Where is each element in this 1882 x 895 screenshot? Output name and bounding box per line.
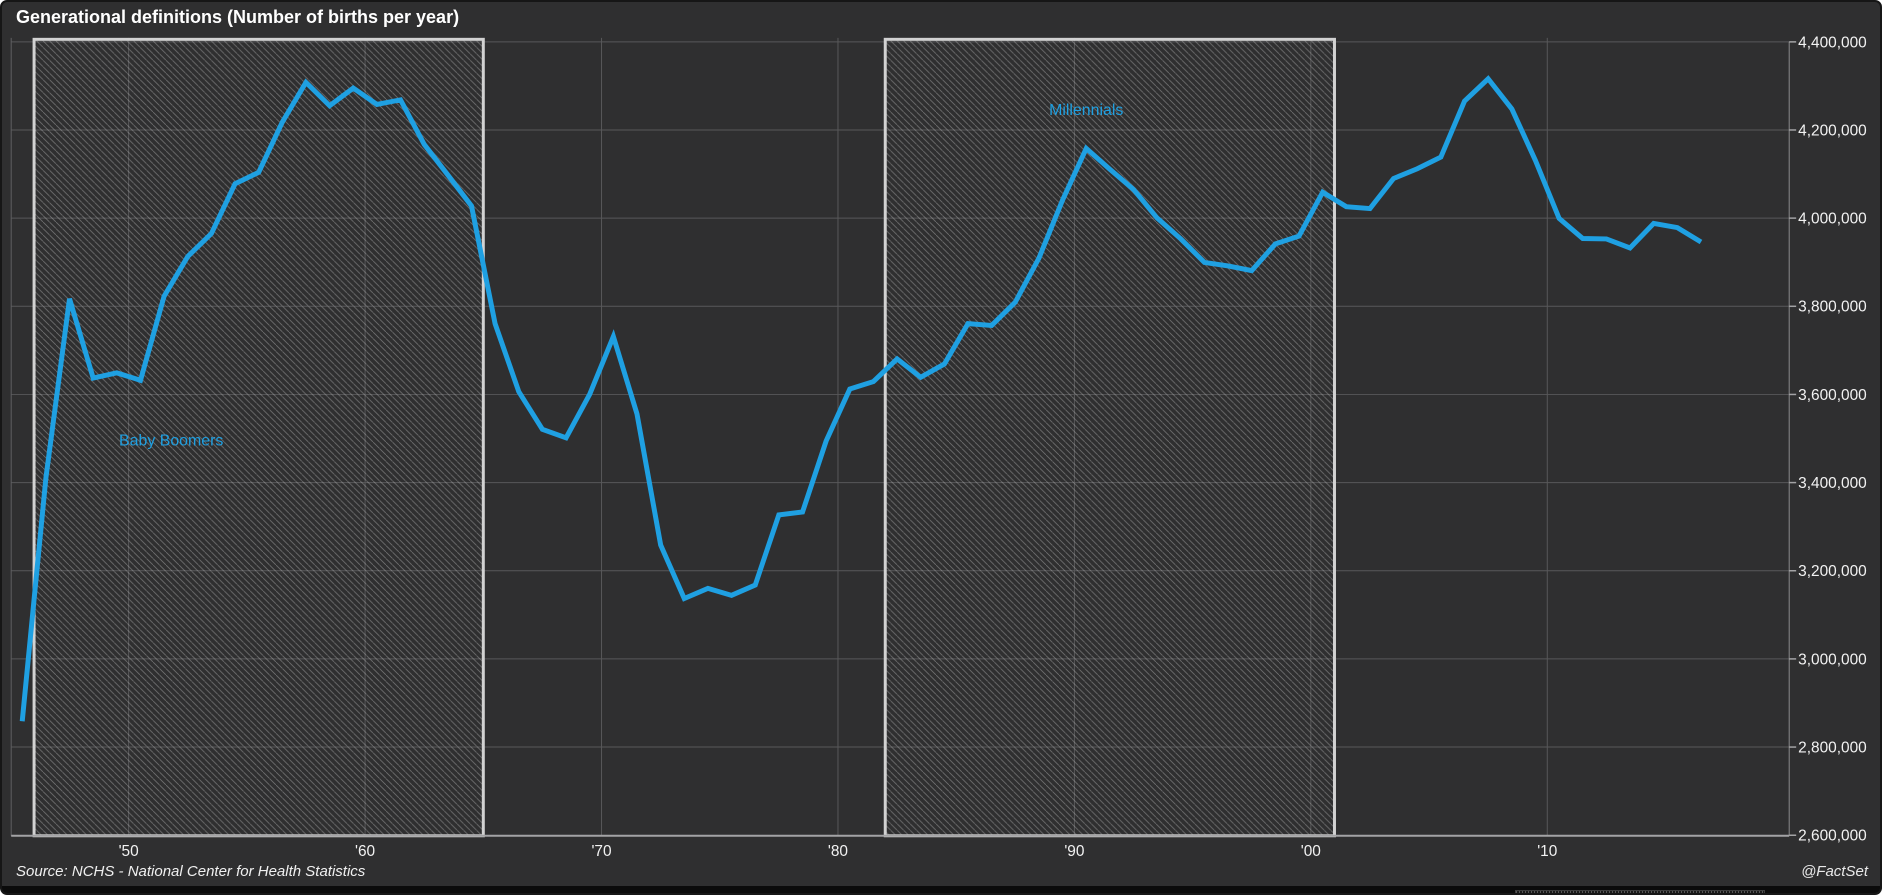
chart-title: Generational definitions (Number of birt… [16,7,460,27]
generation-band [883,37,1336,838]
x-axis-label: '00 [1301,843,1321,860]
births-line-series [19,75,1703,722]
y-axis-label: 2,600,000 [1798,828,1867,845]
factset-watermark: @FactSet [1801,863,1868,880]
y-axis-label: 3,600,000 [1798,387,1867,404]
x-axis-label: '90 [1064,843,1084,860]
generation-band [32,37,485,838]
x-axis-label: '60 [355,843,375,860]
y-axis-label: 2,800,000 [1798,740,1867,757]
y-axis-label: 3,000,000 [1798,651,1867,668]
y-axis-label: 3,200,000 [1798,563,1867,580]
band-annotation-label: Millennials [1049,102,1123,119]
y-axis-label: 3,400,000 [1798,475,1867,492]
x-axis-label: '80 [828,843,848,860]
y-axis-label: 3,800,000 [1798,299,1867,316]
bottom-frame-bar [2,886,1880,893]
source-note: Source: NCHS - National Center for Healt… [16,863,366,880]
y-axis-label: 4,400,000 [1798,34,1867,51]
band-annotation-label: Baby Boomers [119,433,223,450]
x-axis-label: '10 [1537,843,1557,860]
y-axis-label: 4,000,000 [1798,211,1867,228]
x-axis-label: '50 [119,843,139,860]
x-axis-label: '70 [591,843,611,860]
bottom-scroll-strip[interactable] [1515,890,1765,893]
y-axis-label: 4,200,000 [1798,122,1867,139]
